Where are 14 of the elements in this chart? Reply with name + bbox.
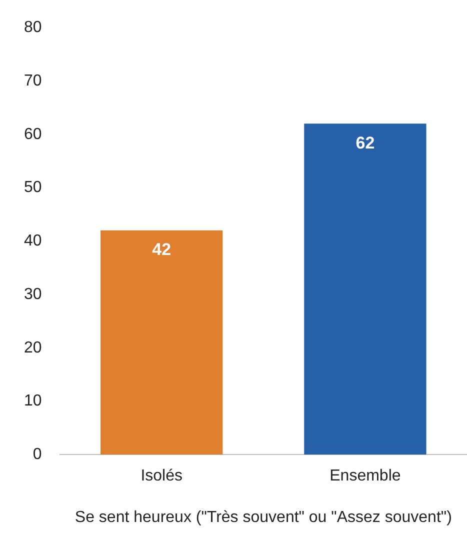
x-tick-label: Isolés — [140, 468, 182, 485]
x-axis-title: Se sent heureux ("Très souvent" ou "Assez souvent") — [74, 508, 452, 526]
y-tick-label: 40 — [24, 232, 42, 250]
y-tick-label: 50 — [24, 179, 42, 196]
data-label: 42 — [152, 240, 172, 260]
y-tick-label: 20 — [24, 339, 42, 356]
x-tick-label: Ensemble — [330, 468, 401, 485]
y-tick-label: 70 — [24, 72, 42, 90]
y-tick-label: 0 — [32, 446, 42, 464]
data-label: 62 — [356, 133, 375, 152]
y-tick-label: 80 — [24, 19, 42, 36]
y-tick-label: 30 — [24, 286, 42, 303]
y-tick-label: 60 — [24, 126, 42, 143]
y-tick-label: 10 — [24, 392, 42, 410]
